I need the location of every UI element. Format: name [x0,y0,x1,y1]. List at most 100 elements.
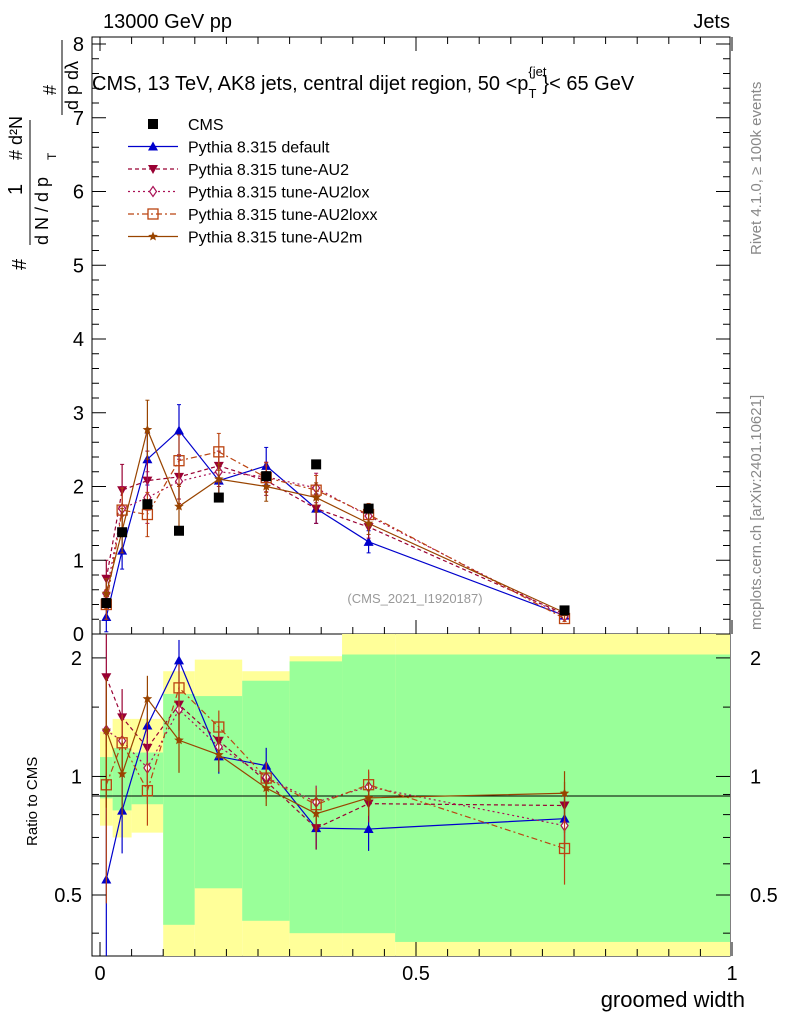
legend-label: Pythia 8.315 tune-AU2loxx [188,207,377,224]
data-point [101,598,112,609]
series-point [174,501,184,511]
legend-entry: Pythia 8.315 tune-AU2m [128,230,362,247]
series-line [105,471,565,617]
series-ratio-point [174,655,184,665]
legend-entry: CMS [148,117,224,134]
plot-title-sup: {jet [528,64,546,79]
legend-label: Pythia 8.315 tune-AU2 [188,162,349,179]
legend-marker [148,141,158,151]
data-point [174,525,184,536]
series-point [173,455,185,467]
analysis-watermark: (CMS_2021_I1920187) [347,591,482,606]
header-right: Jets [693,11,730,33]
ratio-y-axis-label: Ratio to CMS [24,757,41,846]
y-label-hash: # [9,258,31,270]
x-tick-label: 1 [726,963,737,985]
legend-marker [148,119,158,129]
main-y-tick-label: 5 [73,255,84,277]
series-3-main [102,456,569,623]
legend-marker [148,231,158,241]
series-ratio-point [117,769,127,778]
y-label-one: 1 [5,184,27,195]
ratio-band-inner [395,654,730,942]
data-point [213,492,224,503]
data-point [559,605,570,616]
legend-label: Pythia 8.315 default [188,140,330,157]
series-ratio-point [213,721,225,733]
series-point [142,424,153,434]
series-4-main [100,432,571,625]
series-ratio-point [214,749,224,759]
series-point [363,536,374,546]
legend-label: Pythia 8.315 tune-AU2lox [188,185,369,202]
series-point [174,425,184,435]
legend-label: CMS [188,117,224,134]
x-axis-label: groomed width [601,987,745,1012]
y-label-numerator: # d²N [6,116,26,160]
legend-label: Pythia 8.315 tune-AU2m [188,230,362,247]
ratio-y-tick-label-right: 1 [750,766,761,788]
x-tick-label: 0.5 [402,963,430,985]
main-y-tick-label: 3 [73,403,84,425]
ratio-y-tick-label-right: 0.5 [750,885,778,907]
ratio-y-tick-label-right: 2 [750,648,761,670]
ratio-y-tick-label: 0.5 [54,885,82,907]
ratio-y-tick-label: 2 [71,648,82,670]
data-point [363,503,374,514]
main-y-tick-label: 0 [73,624,84,646]
series-ratio-point [363,792,374,802]
main-y-tick-label: 2 [73,477,84,499]
rivet-label: Rivet 4.1.0, ≥ 100k events [748,82,765,255]
plot-title-main: CMS, 13 TeV, AK8 jets, central dijet reg… [92,73,528,95]
x-tick-label: 0 [94,963,105,985]
main-plot-layer [100,399,571,633]
legend-marker [147,208,159,220]
main-y-tick-label: 8 [73,34,84,56]
plot-title-sub: T [528,86,536,101]
series-ratio-point [363,824,374,834]
data-point [311,459,322,470]
series-ratio-point [558,842,571,855]
series-ratio-point [101,725,112,735]
series-ratio-point [559,788,570,798]
data-point [142,499,153,510]
data-point [117,527,128,538]
series-ratio-point [261,783,271,793]
series-ratio-point [141,784,154,797]
y-label-denominator-sub: T [45,152,59,160]
legend-entry: Pythia 8.315 default [128,140,330,157]
main-y-tick-label: 6 [73,182,84,204]
main-y-tick-label: 4 [73,329,84,351]
header-left: 13000 GeV pp [103,11,232,33]
legend-entry: Pythia 8.315 tune-AU2lox [128,185,369,202]
y-label-inner-den: d p dλ [62,61,82,110]
series-point [311,492,321,502]
series-ratio-point [311,808,321,818]
legend-entry: Pythia 8.315 tune-AU2 [128,162,349,179]
legend: CMS Pythia 8.315 default Pythia 8.315 tune… [128,117,377,247]
legend-marker [148,185,158,198]
main-y-axis-label: # 1 d N / d p T # d²N # d p dλ [5,40,82,270]
series-point [101,588,112,598]
y-label-denominator: d N / d p [32,177,52,245]
series-5-ratio [101,675,570,834]
main-y-tick-label: 1 [73,550,84,572]
plot-title: CMS, 13 TeV, AK8 jets, central dijet reg… [92,64,635,101]
mcplots-label: mcplots.cern.ch [arXiv:2401.10621] [748,395,765,630]
data-point [261,471,272,482]
series-ratio-point [174,735,184,745]
series-point [213,446,225,458]
ratio-y-tick-label: 1 [71,766,82,788]
series-ratio-point [173,682,185,694]
y-label-inner-num: # [40,85,60,95]
data-points [101,459,570,616]
ratio-plot-layer [100,634,571,956]
main-y-tick-label: 7 [73,108,84,130]
series-line [105,429,565,618]
series-point [214,474,224,484]
ratio-bands [100,634,730,956]
series-2-main [101,450,570,620]
series-point [261,481,271,491]
